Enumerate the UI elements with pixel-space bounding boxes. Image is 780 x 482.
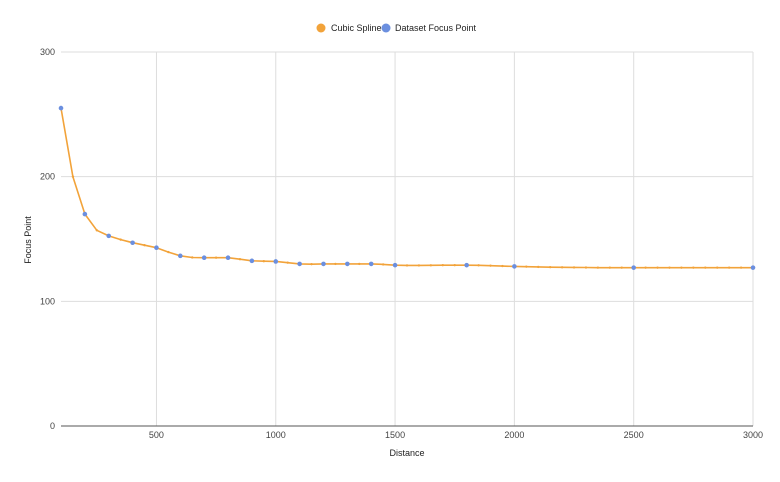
data-point[interactable] (321, 261, 326, 267)
data-point[interactable] (178, 253, 183, 259)
x-tick-label: 2500 (624, 430, 644, 440)
legend: Cubic Spline Dataset Focus Point (316, 23, 477, 33)
y-axis-ticks: 0 100 200 300 (40, 47, 55, 431)
spline-point (429, 264, 433, 267)
legend-swatch-orange-icon (316, 23, 326, 33)
spline-point (704, 266, 707, 269)
data-point[interactable] (273, 259, 279, 264)
y-tick-label: 200 (40, 172, 55, 182)
data-point[interactable] (631, 265, 636, 270)
spline-point (548, 265, 552, 269)
legend-label: Dataset Focus Point (395, 23, 477, 33)
spline-point (441, 263, 444, 267)
spline-point (95, 229, 98, 232)
data-point[interactable] (392, 262, 398, 268)
data-point[interactable] (201, 255, 207, 260)
data-point[interactable] (82, 211, 88, 217)
legend-label: Cubic Spline (331, 23, 382, 33)
x-tick-label: 3000 (743, 430, 763, 440)
data-point[interactable] (130, 240, 135, 246)
spline-point (286, 261, 289, 264)
spline-point (262, 259, 266, 263)
spline-point (620, 266, 623, 269)
x-tick-label: 1000 (266, 430, 286, 440)
y-tick-label: 300 (40, 47, 55, 57)
spline-point (417, 264, 421, 267)
spline-line (60, 107, 753, 269)
spline-point (453, 263, 456, 267)
y-tick-label: 0 (50, 421, 55, 431)
spline-point (596, 266, 600, 269)
spline-point (525, 265, 528, 268)
spline-point (608, 266, 612, 269)
spline-point (668, 266, 671, 269)
spline-point (537, 265, 540, 269)
spline-point (119, 238, 122, 241)
spline-point (656, 266, 659, 269)
y-tick-label: 100 (40, 296, 55, 306)
x-tick-label: 1500 (385, 430, 405, 440)
spline-point (214, 256, 218, 259)
legend-swatch-blue-icon (381, 23, 391, 33)
spline-point (167, 250, 170, 254)
spline-point (644, 266, 647, 269)
spline-point (71, 175, 75, 178)
spline-point (381, 263, 385, 266)
cubic-spline-series (59, 106, 755, 269)
spline-point (238, 257, 242, 261)
spline-point (501, 264, 504, 268)
legend-item-dataset-focus-point[interactable]: Dataset Focus Point (381, 23, 477, 33)
spline-point (334, 262, 337, 266)
data-point[interactable] (249, 258, 255, 264)
x-axis-ticks: 500 1000 1500 2000 2500 3000 (149, 430, 763, 440)
data-point[interactable] (512, 264, 517, 269)
spline-point (716, 266, 719, 269)
gridlines (61, 51, 754, 426)
data-point[interactable] (297, 261, 302, 267)
data-point[interactable] (58, 105, 64, 111)
y-axis-title: Focus Point (23, 216, 33, 264)
spline-point (191, 256, 194, 259)
spline-point (739, 266, 743, 269)
spline-point (727, 266, 731, 269)
x-axis-title: Distance (389, 448, 424, 458)
spline-point (310, 262, 313, 266)
spline-point (680, 266, 683, 269)
data-point[interactable] (154, 245, 159, 251)
spline-point (692, 266, 695, 269)
data-point[interactable] (464, 262, 469, 268)
spline-point (489, 264, 492, 267)
dataset-focus-point-series (58, 105, 756, 270)
spline-point (358, 262, 361, 266)
spline-point (477, 264, 480, 267)
data-point[interactable] (368, 261, 374, 267)
spline-point (572, 266, 576, 269)
spline-point (584, 266, 588, 269)
data-point[interactable] (750, 265, 756, 270)
data-point[interactable] (345, 261, 350, 267)
x-tick-label: 500 (149, 430, 164, 440)
x-tick-label: 2000 (504, 430, 524, 440)
spline-point (143, 244, 146, 247)
spline-point (405, 264, 409, 267)
legend-item-cubic-spline[interactable]: Cubic Spline (316, 23, 382, 33)
data-point[interactable] (106, 233, 112, 239)
data-point[interactable] (225, 255, 231, 260)
spline-point (560, 266, 564, 269)
